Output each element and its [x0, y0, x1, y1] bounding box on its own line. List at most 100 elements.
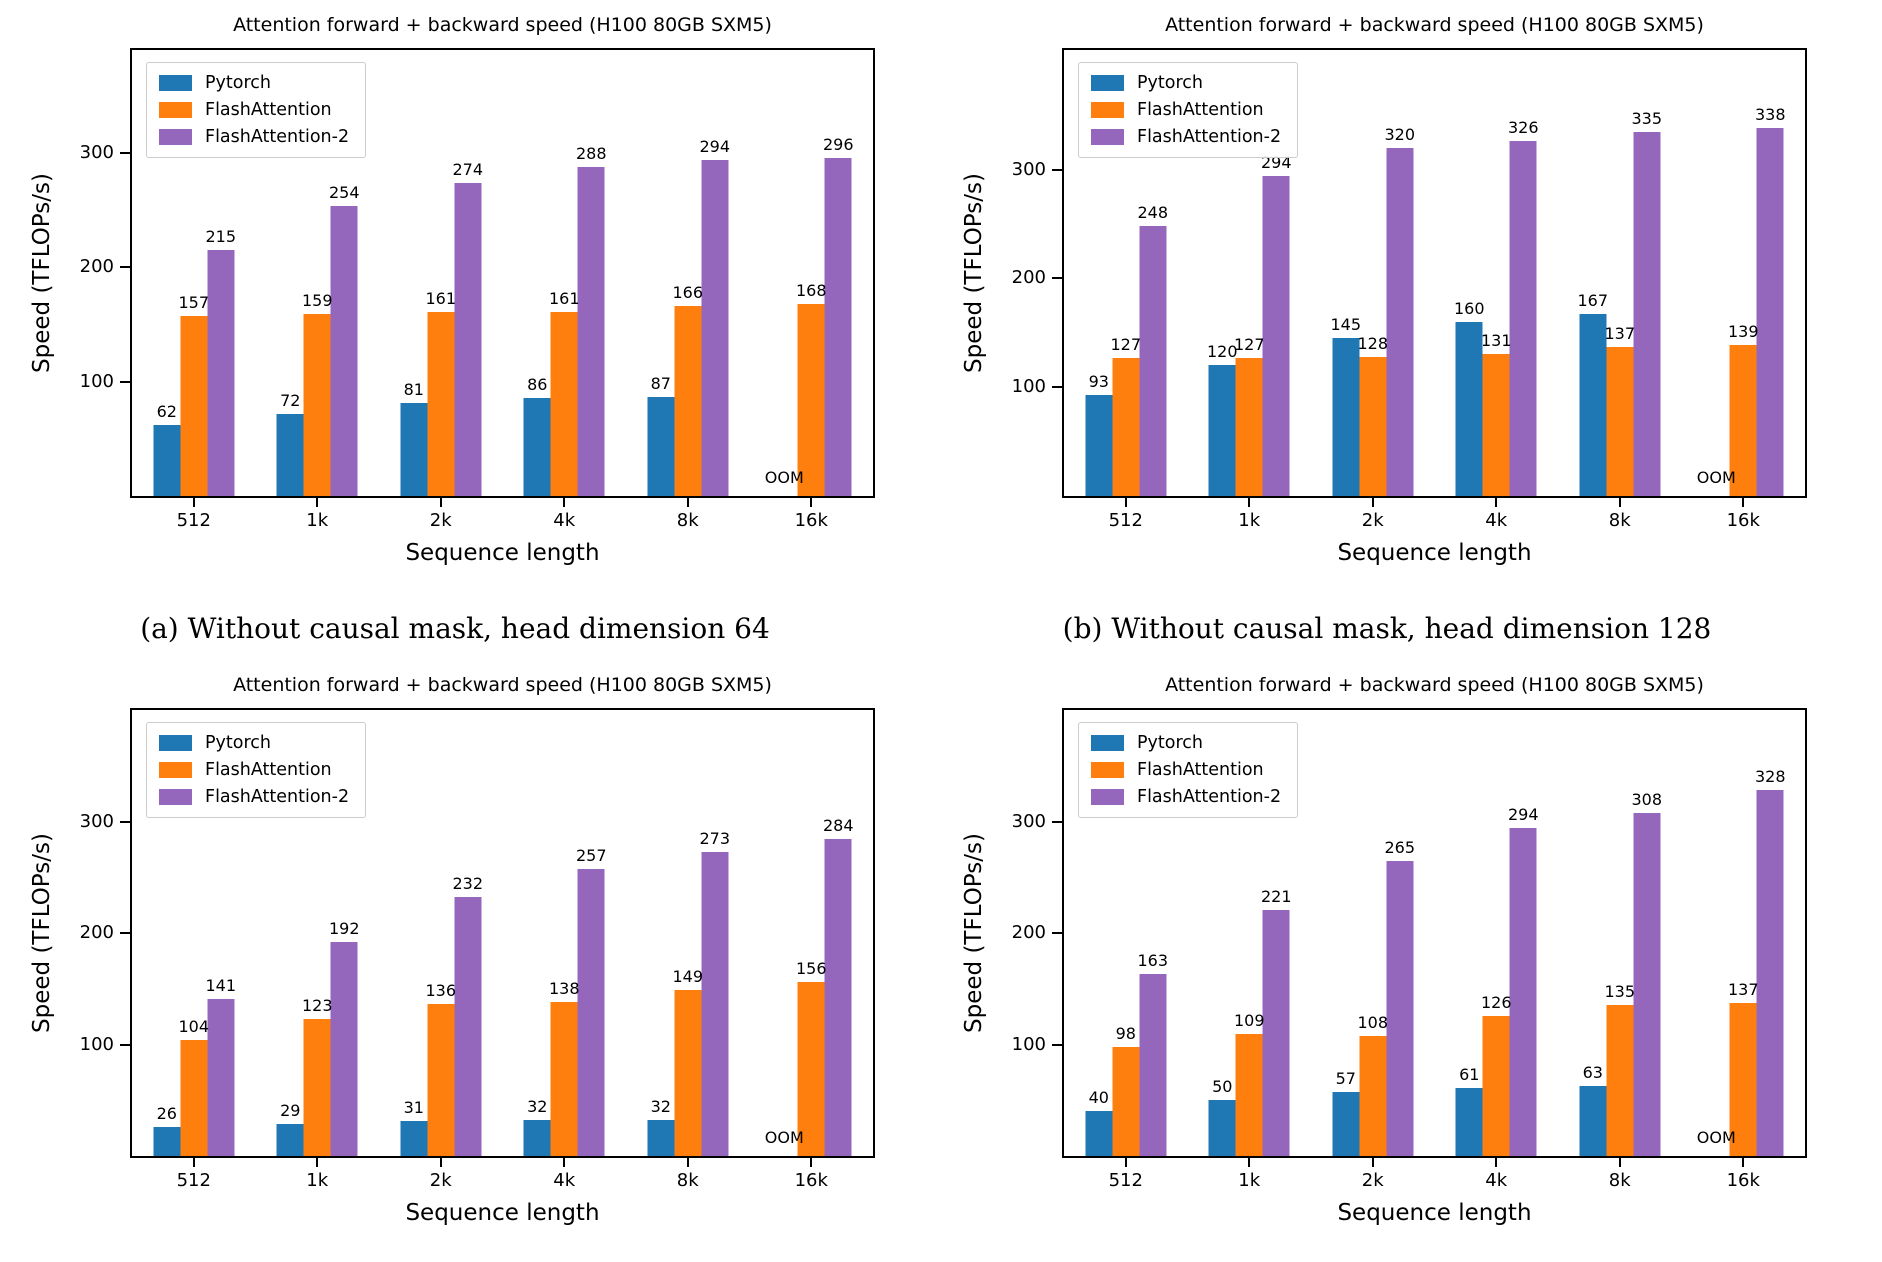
- bar-value-label: 308: [1631, 789, 1663, 809]
- x-tick-mark: [192, 1158, 195, 1167]
- bar-flashattention: [1359, 356, 1387, 496]
- x-tick-mark: [1618, 498, 1621, 507]
- y-tick-label: 300: [1011, 810, 1046, 832]
- oom-label: OOM: [764, 1128, 804, 1147]
- bar-slot: 338: [1755, 50, 1786, 496]
- bar-pytorch: [1579, 314, 1607, 496]
- bar-group: OOM 137 328: [1697, 710, 1786, 1156]
- oom-label: OOM: [1696, 468, 1736, 487]
- y-tick-label: 100: [79, 370, 114, 392]
- oom-label: OOM: [764, 468, 804, 487]
- bar-pytorch: [523, 1120, 551, 1156]
- bar-slot: 50: [1208, 710, 1236, 1156]
- bar-slot: 98: [1112, 710, 1140, 1156]
- bar-slot: 40: [1085, 710, 1113, 1156]
- bar-value-label: 141: [205, 975, 237, 995]
- bar-slot: 31: [400, 710, 428, 1156]
- bar-slot: OOM: [1697, 710, 1736, 1156]
- chart-panel-a: Attention forward + backward speed (H100…: [20, 8, 890, 598]
- legend-label: Pytorch: [205, 73, 272, 93]
- x-tick-mark: [1742, 1158, 1745, 1167]
- bar-slot: 274: [452, 50, 484, 496]
- bar-pytorch: [523, 397, 551, 496]
- legend-swatch: [159, 102, 192, 118]
- plot-area: Speed (TFLOPs/s) 100 200 300 512 62 157 215 1k 72…: [29, 48, 875, 566]
- legend-item: FlashAttention: [159, 760, 349, 780]
- bar-value-label: 98: [1115, 1023, 1136, 1043]
- bar-value-label: 26: [156, 1104, 177, 1124]
- bar-group: 145 128 320: [1330, 50, 1415, 496]
- bar-value-label: 104: [178, 1017, 210, 1037]
- bar-group: 93 127 248: [1085, 50, 1168, 496]
- bar-flashattention-2: [1756, 790, 1784, 1156]
- bar-value-label: 86: [527, 374, 548, 394]
- x-tick-mark: [1495, 1158, 1498, 1167]
- bar-flashattention: [1112, 1046, 1140, 1156]
- bar-value-label: 157: [178, 293, 210, 313]
- x-tick-mark: [439, 498, 442, 507]
- x-tick-label: 16k: [794, 510, 828, 531]
- y-axis-label-text: Speed (TFLOPs/s): [29, 833, 55, 1033]
- x-tick-mark: [1248, 1158, 1251, 1167]
- bar-flashattention-2: [1386, 860, 1414, 1156]
- bar-group: 61 126 294: [1455, 710, 1539, 1156]
- bar-group: 87 166 294: [647, 50, 730, 496]
- bar-value-label: 288: [575, 143, 607, 163]
- bar-slot: 138: [549, 710, 580, 1156]
- x-axis-label: Sequence length: [405, 540, 600, 566]
- bar-value-label: 160: [1453, 298, 1485, 318]
- legend-swatch: [1091, 789, 1124, 805]
- bar-value-label: 221: [1260, 886, 1292, 906]
- y-tick-mark: [1052, 932, 1062, 934]
- x-tick-label: 512: [1108, 510, 1143, 531]
- y-tick-mark: [120, 820, 130, 823]
- bar-pytorch: [1332, 1092, 1360, 1156]
- bar-group: 57 108 265: [1332, 710, 1415, 1156]
- bar-slot: 126: [1481, 710, 1512, 1156]
- bar-slot: 160: [1453, 50, 1485, 496]
- x-tick-label: 1k: [1238, 510, 1261, 531]
- bar-value-label: 137: [1727, 980, 1759, 1000]
- bar-slot: 139: [1728, 50, 1759, 496]
- x-tick-label: 1k: [1238, 1170, 1261, 1191]
- bar-flashattention: [1235, 1034, 1263, 1156]
- bar-slot: 72: [276, 50, 304, 496]
- legend-item: FlashAttention-2: [159, 127, 349, 147]
- legend-item: FlashAttention: [1091, 100, 1281, 120]
- x-tick-label: 512: [176, 1170, 211, 1191]
- bar-value-label: 81: [403, 380, 424, 400]
- bar-slot: 215: [205, 50, 236, 496]
- x-tick-mark: [563, 498, 566, 507]
- bar-flashattention: [1482, 1015, 1510, 1156]
- bar-flashattention: [1482, 353, 1510, 496]
- bar-value-label: 296: [822, 134, 854, 154]
- bar-slot: 221: [1260, 710, 1292, 1156]
- chart-panel-b: Attention forward + backward speed (H100…: [952, 8, 1822, 598]
- bar-value-label: 29: [280, 1100, 301, 1120]
- x-tick-mark: [1742, 498, 1745, 507]
- bar-flashattention: [1112, 357, 1140, 496]
- bar-slot: 128: [1357, 50, 1388, 496]
- x-tick-label: 8k: [676, 510, 699, 531]
- bar-flashattention-2: [701, 159, 729, 496]
- bar-value-label: 274: [452, 159, 484, 179]
- bar-group: 86 161 288: [523, 50, 607, 496]
- y-tick-mark: [1052, 168, 1062, 171]
- bar-value-label: 326: [1507, 118, 1539, 138]
- bar-group: 167 137 335: [1577, 50, 1662, 496]
- legend-swatch: [1091, 762, 1124, 778]
- x-tick-label: 2k: [429, 1170, 452, 1191]
- bar-pytorch: [400, 1121, 428, 1156]
- bar-slot: 163: [1137, 710, 1168, 1156]
- y-tick-mark: [1052, 1043, 1062, 1046]
- bar-flashattention: [1606, 346, 1634, 496]
- bar-slot: 157: [178, 50, 210, 496]
- x-tick-label: 1k: [306, 510, 329, 531]
- bar-pytorch: [153, 1127, 181, 1156]
- bar-flashattention: [303, 1018, 331, 1156]
- bar-flashattention-2: [1262, 909, 1290, 1156]
- legend: Pytorch FlashAttention FlashAttention-2: [1078, 62, 1299, 158]
- x-axis-label: Sequence length: [1337, 1200, 1532, 1226]
- bar-group: 32 149 273: [647, 710, 730, 1156]
